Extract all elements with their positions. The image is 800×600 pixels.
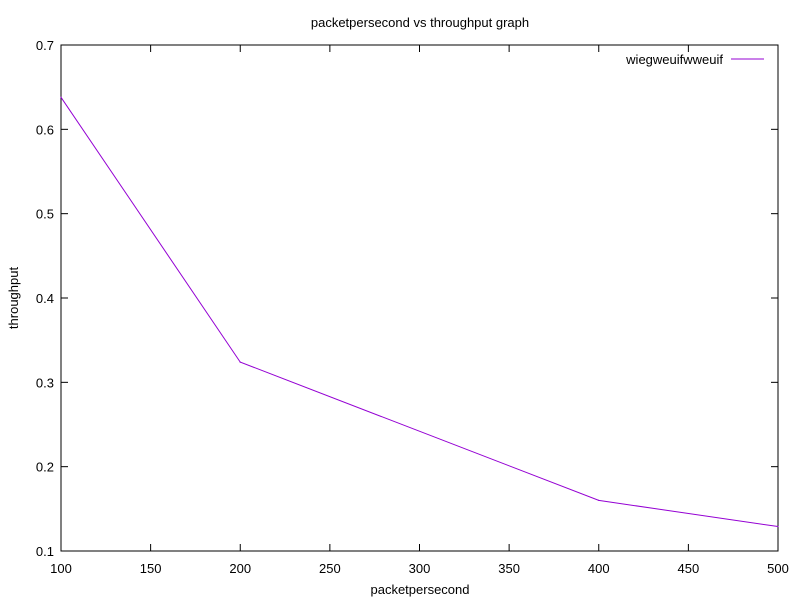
chart-title: packetpersecond vs throughput graph bbox=[311, 15, 529, 30]
x-axis-title: packetpersecond bbox=[370, 582, 469, 597]
y-tick-label: 0.1 bbox=[36, 544, 54, 559]
legend: wiegweuifwweuif bbox=[625, 52, 764, 67]
y-tick-label: 0.4 bbox=[36, 291, 54, 306]
x-tick-label: 300 bbox=[409, 561, 431, 576]
y-tick-label: 0.7 bbox=[36, 38, 54, 53]
legend-label: wiegweuifwweuif bbox=[625, 52, 723, 67]
x-tick-label: 500 bbox=[767, 561, 789, 576]
x-tick-label: 250 bbox=[319, 561, 341, 576]
data-point bbox=[60, 96, 62, 98]
x-tick-label: 100 bbox=[50, 561, 72, 576]
x-tick-label: 450 bbox=[678, 561, 700, 576]
y-tick-label: 0.2 bbox=[36, 460, 54, 475]
y-tick-label: 0.5 bbox=[36, 207, 54, 222]
plot-border bbox=[60, 44, 779, 552]
x-tick-label: 200 bbox=[229, 561, 251, 576]
y-tick-label: 0.3 bbox=[36, 375, 54, 390]
axes: 100 150 200 250 300 350 400 450 500 0.1 0.2 0.3 0.4 0… bbox=[36, 38, 789, 576]
series-line bbox=[60, 97, 779, 528]
x-tick-label: 150 bbox=[140, 561, 162, 576]
x-tick-label: 350 bbox=[498, 561, 520, 576]
series-layer bbox=[60, 96, 779, 528]
data-point bbox=[598, 499, 600, 501]
data-point bbox=[777, 525, 779, 528]
y-axis-title: throughput bbox=[6, 267, 21, 330]
x-tick-label: 400 bbox=[588, 561, 610, 576]
y-tick-label: 0.6 bbox=[36, 122, 54, 137]
data-point bbox=[239, 361, 241, 363]
